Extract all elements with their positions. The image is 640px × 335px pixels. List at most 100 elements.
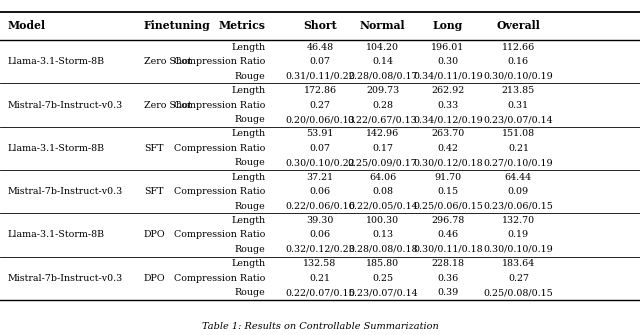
Text: Compression Ratio: Compression Ratio — [174, 100, 266, 110]
Text: 0.42: 0.42 — [438, 144, 458, 153]
Text: 185.80: 185.80 — [366, 259, 399, 268]
Text: Length: Length — [232, 43, 266, 52]
Text: 0.31/0.11/0.22: 0.31/0.11/0.22 — [285, 72, 355, 81]
Text: Mistral-7b-Instruct-v0.3: Mistral-7b-Instruct-v0.3 — [8, 187, 123, 196]
Text: 196.01: 196.01 — [431, 43, 465, 52]
Text: 0.25: 0.25 — [372, 274, 394, 283]
Text: Zero Shot: Zero Shot — [144, 57, 191, 66]
Text: 0.25/0.08/0.15: 0.25/0.08/0.15 — [484, 288, 553, 297]
Text: 209.73: 209.73 — [366, 86, 399, 95]
Text: 0.25/0.09/0.17: 0.25/0.09/0.17 — [348, 158, 417, 167]
Text: Short: Short — [303, 20, 337, 31]
Text: 183.64: 183.64 — [502, 259, 535, 268]
Text: 0.21: 0.21 — [508, 144, 529, 153]
Text: 100.30: 100.30 — [366, 216, 399, 225]
Text: 0.27/0.10/0.19: 0.27/0.10/0.19 — [484, 158, 553, 167]
Text: 39.30: 39.30 — [307, 216, 333, 225]
Text: 0.27: 0.27 — [508, 274, 529, 283]
Text: Compression Ratio: Compression Ratio — [174, 187, 266, 196]
Text: 0.32/0.12/0.23: 0.32/0.12/0.23 — [285, 245, 355, 254]
Text: 262.92: 262.92 — [431, 86, 465, 95]
Text: Length: Length — [232, 86, 266, 95]
Text: 0.28/0.08/0.18: 0.28/0.08/0.18 — [348, 245, 417, 254]
Text: Model: Model — [8, 20, 46, 31]
Text: 0.46: 0.46 — [437, 230, 459, 240]
Text: 0.23/0.07/0.14: 0.23/0.07/0.14 — [484, 115, 553, 124]
Text: Length: Length — [232, 216, 266, 225]
Text: 53.91: 53.91 — [307, 129, 333, 138]
Text: 0.20/0.06/0.13: 0.20/0.06/0.13 — [285, 115, 355, 124]
Text: 132.70: 132.70 — [502, 216, 535, 225]
Text: 0.30/0.11/0.18: 0.30/0.11/0.18 — [413, 245, 483, 254]
Text: Zero Shot: Zero Shot — [144, 100, 191, 110]
Text: Rouge: Rouge — [235, 202, 266, 211]
Text: Mistral-7b-Instruct-v0.3: Mistral-7b-Instruct-v0.3 — [8, 100, 123, 110]
Text: 0.30/0.10/0.19: 0.30/0.10/0.19 — [484, 245, 553, 254]
Text: Normal: Normal — [360, 20, 406, 31]
Text: 0.07: 0.07 — [310, 144, 330, 153]
Text: 0.28/0.08/0.17: 0.28/0.08/0.17 — [348, 72, 417, 81]
Text: 0.31: 0.31 — [508, 100, 529, 110]
Text: Metrics: Metrics — [219, 20, 266, 31]
Text: 64.06: 64.06 — [369, 173, 396, 182]
Text: 151.08: 151.08 — [502, 129, 535, 138]
Text: 112.66: 112.66 — [502, 43, 535, 52]
Text: 0.08: 0.08 — [372, 187, 393, 196]
Text: Llama-3.1-Storm-8B: Llama-3.1-Storm-8B — [8, 144, 105, 153]
Text: Compression Ratio: Compression Ratio — [174, 144, 266, 153]
Text: Compression Ratio: Compression Ratio — [174, 274, 266, 283]
Text: 91.70: 91.70 — [435, 173, 461, 182]
Text: Llama-3.1-Storm-8B: Llama-3.1-Storm-8B — [8, 230, 105, 240]
Text: Finetuning: Finetuning — [144, 20, 211, 31]
Text: 0.30/0.10/0.22: 0.30/0.10/0.22 — [285, 158, 355, 167]
Text: 296.78: 296.78 — [431, 216, 465, 225]
Text: 0.34/0.11/0.19: 0.34/0.11/0.19 — [413, 72, 483, 81]
Text: SFT: SFT — [144, 187, 163, 196]
Text: Rouge: Rouge — [235, 115, 266, 124]
Text: 0.22/0.05/0.14: 0.22/0.05/0.14 — [348, 202, 417, 211]
Text: Rouge: Rouge — [235, 158, 266, 167]
Text: Compression Ratio: Compression Ratio — [174, 57, 266, 66]
Text: 0.25/0.06/0.15: 0.25/0.06/0.15 — [413, 202, 483, 211]
Text: 0.23/0.06/0.15: 0.23/0.06/0.15 — [483, 202, 554, 211]
Text: 0.16: 0.16 — [508, 57, 529, 66]
Text: 0.14: 0.14 — [372, 57, 393, 66]
Text: 0.19: 0.19 — [508, 230, 529, 240]
Text: Mistral-7b-Instruct-v0.3: Mistral-7b-Instruct-v0.3 — [8, 274, 123, 283]
Text: SFT: SFT — [144, 144, 163, 153]
Text: Long: Long — [433, 20, 463, 31]
Text: Rouge: Rouge — [235, 245, 266, 254]
Text: 64.44: 64.44 — [505, 173, 532, 182]
Text: 0.15: 0.15 — [437, 187, 459, 196]
Text: Rouge: Rouge — [235, 288, 266, 297]
Text: Overall: Overall — [497, 20, 540, 31]
Text: 213.85: 213.85 — [502, 86, 535, 95]
Text: 0.30/0.12/0.18: 0.30/0.12/0.18 — [413, 158, 483, 167]
Text: 46.48: 46.48 — [307, 43, 333, 52]
Text: Length: Length — [232, 259, 266, 268]
Text: 37.21: 37.21 — [307, 173, 333, 182]
Text: 0.07: 0.07 — [310, 57, 330, 66]
Text: DPO: DPO — [144, 274, 166, 283]
Text: Llama-3.1-Storm-8B: Llama-3.1-Storm-8B — [8, 57, 105, 66]
Text: 0.23/0.07/0.14: 0.23/0.07/0.14 — [348, 288, 417, 297]
Text: 0.06: 0.06 — [309, 187, 331, 196]
Text: 104.20: 104.20 — [366, 43, 399, 52]
Text: Rouge: Rouge — [235, 72, 266, 81]
Text: 0.21: 0.21 — [310, 274, 330, 283]
Text: 263.70: 263.70 — [431, 129, 465, 138]
Text: DPO: DPO — [144, 230, 166, 240]
Text: 0.30/0.10/0.19: 0.30/0.10/0.19 — [484, 72, 553, 81]
Text: 0.22/0.06/0.16: 0.22/0.06/0.16 — [285, 202, 355, 211]
Text: 0.33: 0.33 — [437, 100, 459, 110]
Text: Length: Length — [232, 173, 266, 182]
Text: 0.27: 0.27 — [310, 100, 330, 110]
Text: 0.22/0.07/0.15: 0.22/0.07/0.15 — [285, 288, 355, 297]
Text: 0.13: 0.13 — [372, 230, 394, 240]
Text: 0.28: 0.28 — [372, 100, 393, 110]
Text: 0.22/0.67/0.13: 0.22/0.67/0.13 — [348, 115, 417, 124]
Text: 0.06: 0.06 — [309, 230, 331, 240]
Text: 0.39: 0.39 — [437, 288, 459, 297]
Text: 228.18: 228.18 — [431, 259, 465, 268]
Text: 132.58: 132.58 — [303, 259, 337, 268]
